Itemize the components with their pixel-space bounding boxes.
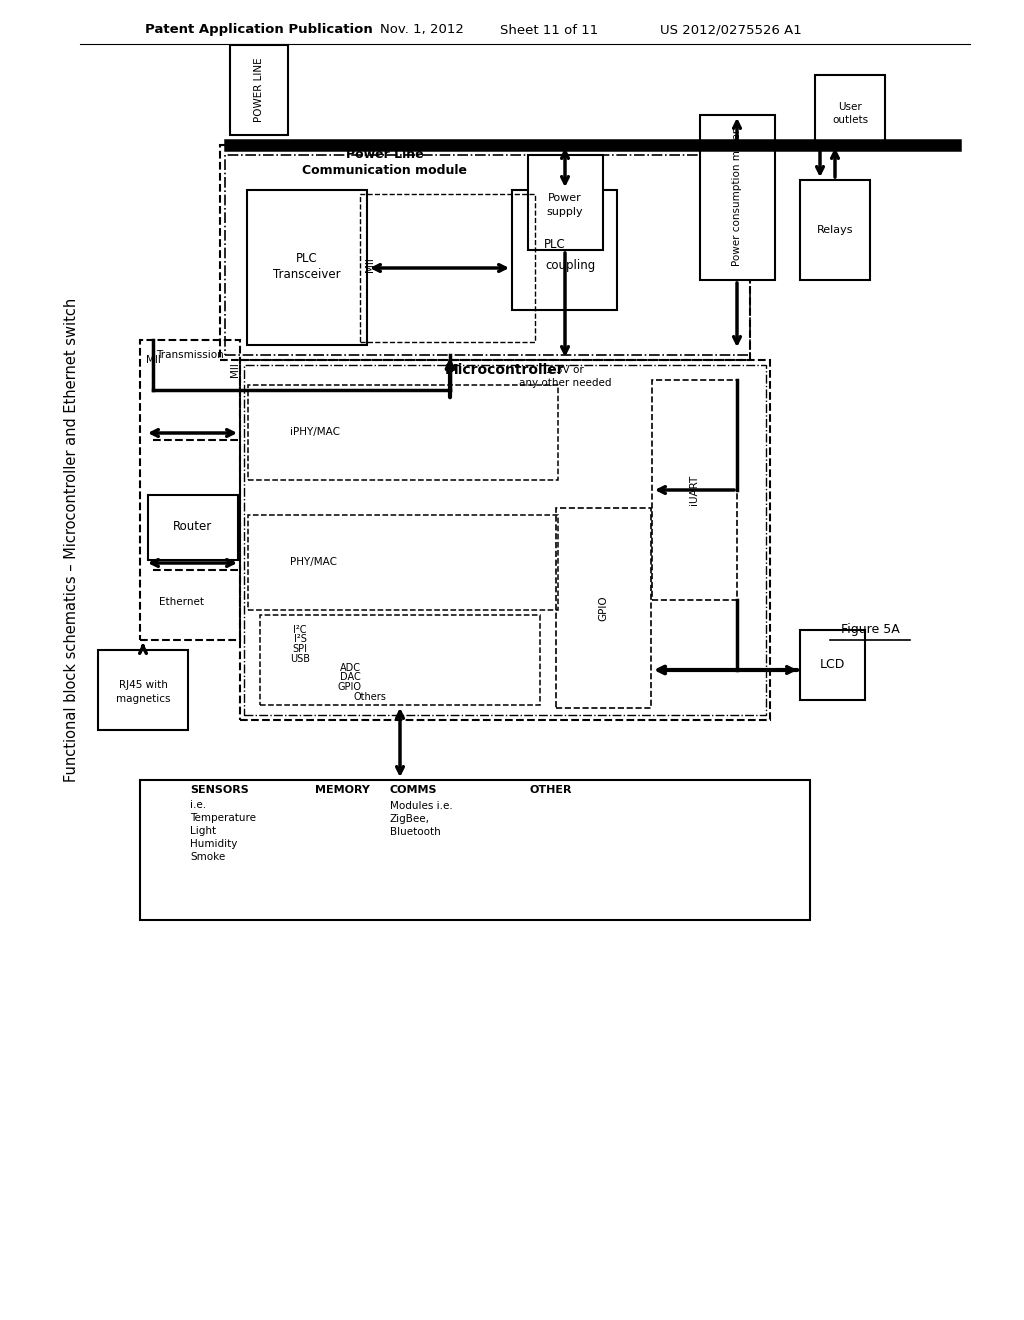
Bar [248, 385, 558, 480]
Text: Microcontroller: Microcontroller [445, 363, 565, 378]
Bar [247, 190, 367, 345]
Text: iPHY/MAC: iPHY/MAC [290, 426, 340, 437]
Text: Power consumption meter: Power consumption meter [732, 128, 742, 265]
Text: USB: USB [290, 653, 310, 664]
Text: supply: supply [547, 207, 584, 216]
Text: Router: Router [173, 520, 213, 533]
Bar [230, 45, 288, 135]
Text: Nov. 1, 2012: Nov. 1, 2012 [380, 24, 464, 37]
Bar [700, 115, 775, 280]
Text: POWER LINE: POWER LINE [254, 58, 264, 123]
Text: ZigBee,: ZigBee, [390, 814, 430, 824]
Text: Modules i.e.: Modules i.e. [390, 801, 453, 810]
Text: I²C: I²C [293, 624, 307, 635]
Bar [556, 508, 651, 708]
Text: Power: Power [548, 193, 582, 203]
Text: MII: MII [145, 355, 161, 366]
Text: Transmission: Transmission [156, 350, 224, 360]
Bar [225, 154, 750, 355]
Text: OTHER: OTHER [530, 785, 572, 795]
Text: coupling: coupling [545, 259, 595, 272]
Bar [248, 515, 558, 610]
Text: iUART: iUART [689, 475, 699, 506]
Text: Transceiver: Transceiver [273, 268, 341, 281]
Text: any other needed: any other needed [519, 378, 611, 388]
Bar [220, 145, 750, 360]
Text: DAC: DAC [340, 672, 360, 682]
Text: PHY/MAC: PHY/MAC [290, 557, 337, 568]
Text: PLC: PLC [544, 239, 566, 252]
Text: Sheet 11 of 11: Sheet 11 of 11 [500, 24, 598, 37]
Text: COMMS: COMMS [390, 785, 437, 795]
Bar [528, 154, 603, 249]
Text: Humidity: Humidity [190, 840, 238, 849]
Bar [512, 190, 617, 310]
Text: Bluetooth: Bluetooth [390, 828, 440, 837]
Text: MII: MII [365, 257, 375, 272]
Bar [800, 180, 870, 280]
Text: PLC: PLC [296, 252, 317, 264]
Text: GPIO: GPIO [338, 682, 362, 692]
Text: MEMORY: MEMORY [315, 785, 370, 795]
Bar [815, 75, 885, 145]
Text: Functional block schematics – Microcontroller and Ethernet switch: Functional block schematics – Microcontr… [65, 298, 80, 783]
Text: Temperature: Temperature [190, 813, 256, 822]
Text: User: User [838, 102, 862, 112]
Text: Power Line: Power Line [346, 149, 424, 161]
Text: SPI: SPI [293, 644, 307, 653]
Text: I²S: I²S [294, 635, 306, 644]
Text: GPIO: GPIO [598, 595, 608, 620]
Text: i.e.: i.e. [190, 800, 206, 810]
Text: Relays: Relays [817, 224, 853, 235]
Text: Light: Light [190, 826, 216, 836]
Text: magnetics: magnetics [116, 694, 170, 704]
Text: Smoke: Smoke [190, 851, 225, 862]
Bar [98, 649, 188, 730]
Text: RJ45 with: RJ45 with [119, 680, 168, 690]
Text: US 2012/0275526 A1: US 2012/0275526 A1 [660, 24, 802, 37]
Text: Others: Others [353, 692, 386, 701]
Bar [800, 630, 865, 700]
Bar [148, 495, 238, 560]
Bar [244, 366, 766, 715]
Bar [360, 194, 535, 342]
Text: Patent Application Publication: Patent Application Publication [145, 24, 373, 37]
Text: LCD: LCD [819, 659, 845, 672]
Bar [140, 341, 240, 640]
Text: 3.3V or: 3.3V or [546, 366, 584, 375]
Bar [240, 360, 770, 719]
Bar [260, 615, 540, 705]
Text: SENSORS: SENSORS [190, 785, 249, 795]
Text: MII: MII [230, 363, 240, 378]
Text: Communication module: Communication module [302, 164, 468, 177]
Text: Ethernet: Ethernet [160, 597, 205, 607]
Bar [140, 780, 810, 920]
Text: outlets: outlets [831, 115, 868, 125]
Bar [652, 380, 737, 601]
Text: ADC: ADC [340, 663, 360, 673]
Text: Figure 5A: Figure 5A [841, 623, 899, 636]
